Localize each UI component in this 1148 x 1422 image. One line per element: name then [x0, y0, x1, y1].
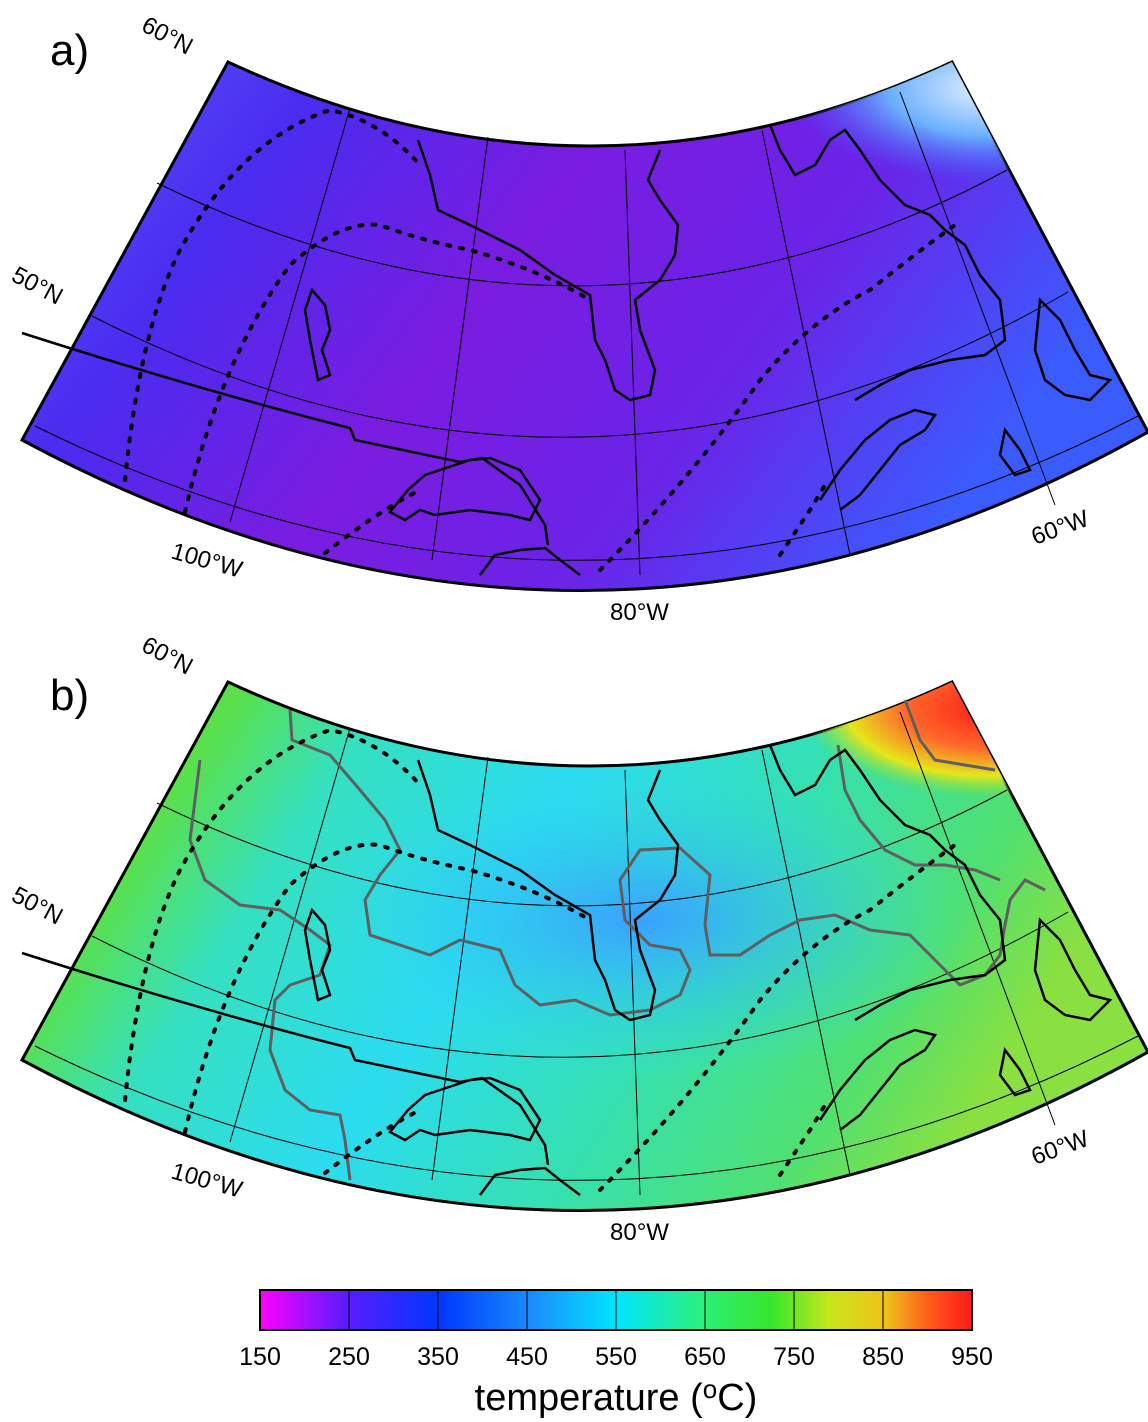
hotspot-a [22, 62, 1148, 591]
lat-label-50n-b: 50°N [7, 881, 67, 930]
colorbar-tick-label: 150 [239, 1343, 281, 1371]
colorbar-title: temperature (oC) [475, 1374, 758, 1419]
graticule-a [34, 91, 1141, 576]
colorbar-tick-label: 950 [951, 1343, 993, 1371]
lon-label-80w-b: 80°W [610, 1219, 669, 1246]
lat-label-60n-b: 60°N [137, 631, 197, 680]
colorbar: 150 250 350 450 550 650 750 850 950 temperature … [239, 1289, 993, 1419]
panel-a-map: a) 60°N 50°N 100°W 80°W 60°W [7, 11, 1148, 626]
colorbar-tick-label: 750 [773, 1343, 815, 1371]
lat-label-60n-a: 60°N [137, 11, 197, 60]
panel-b-map: b) 60°N 50°N 100°W 80°W 60°W [7, 631, 1148, 1246]
hotspot-b [22, 682, 1148, 1211]
lat-label-50n-a: 50°N [7, 261, 67, 310]
colorbar-tick-label: 450 [506, 1343, 548, 1371]
dotted-lines-a [123, 107, 957, 572]
coastlines-b [21, 744, 1113, 1196]
panel-a-letter: a) [50, 26, 89, 75]
lon-label-60w-a: 60°W [1028, 505, 1093, 551]
gray-contours-b [188, 699, 1046, 1181]
lon-label-80w-a: 80°W [610, 599, 669, 626]
panel-b-letter: b) [50, 671, 89, 720]
colorbar-tick-label: 550 [595, 1343, 637, 1371]
graticule-b [34, 711, 1141, 1196]
lon-label-60w-b: 60°W [1028, 1125, 1093, 1171]
dotted-lines-b [123, 727, 957, 1192]
colorbar-tick-label: 250 [328, 1343, 370, 1371]
lon-label-100w-a: 100°W [168, 538, 245, 584]
colorbar-ticks: 150 250 350 450 550 650 750 850 950 [239, 1290, 993, 1371]
coastlines-a [21, 124, 1113, 576]
lon-label-100w-b: 100°W [168, 1158, 245, 1204]
colorbar-tick-label: 650 [684, 1343, 726, 1371]
colorbar-tick-label: 850 [862, 1343, 904, 1371]
colorbar-tick-label: 350 [417, 1343, 459, 1371]
